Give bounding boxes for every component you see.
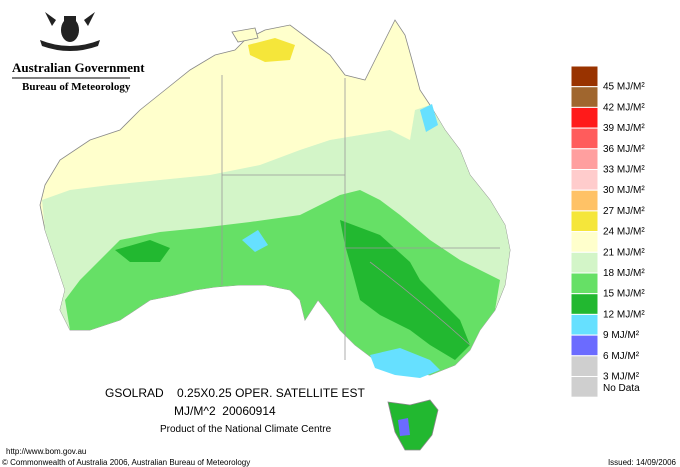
zone-12b (115, 240, 170, 262)
legend-swatch (570, 127, 599, 150)
legend-label: 45 MJ/M² (603, 82, 645, 93)
caption-line: GSOLRAD 0.25X0.25 OPER. SATELLITE EST (105, 386, 366, 400)
zone-6 (398, 418, 410, 436)
legend-label: No Data (603, 383, 640, 394)
zone-9b (242, 230, 268, 252)
footer-url[interactable]: http://www.bom.gov.au (6, 447, 86, 456)
legend-swatch (570, 376, 599, 398)
legend-label: 21 MJ/M² (603, 247, 645, 258)
caption-line: Product of the National Climate Centre (160, 424, 332, 435)
org-title: Australian Government (12, 60, 145, 75)
tasmania (387, 399, 439, 451)
legend-swatch (570, 189, 599, 212)
legend-label: 30 MJ/M² (603, 185, 645, 196)
zone-9 (370, 348, 440, 378)
footer-issued: Issued: 14/09/2006 (608, 458, 677, 467)
legend-swatch (570, 251, 599, 274)
legend-label: 12 MJ/M² (603, 309, 645, 320)
legend-label: 42 MJ/M² (603, 102, 645, 113)
org-subtitle: Bureau of Meteorology (22, 81, 131, 93)
legend-label: 9 MJ/M² (603, 330, 640, 341)
legend-swatch (570, 334, 599, 357)
zone-12 (340, 220, 470, 360)
legend-swatch (570, 355, 599, 377)
legend-label: 33 MJ/M² (603, 165, 645, 176)
footer-copyright: © Commonwealth of Australia 2006, Austra… (2, 458, 250, 467)
zone-9c (420, 104, 438, 132)
legend-label: 27 MJ/M² (603, 206, 645, 217)
zone-15 (65, 190, 500, 375)
legend-label: 6 MJ/M² (603, 351, 640, 362)
legend-label: 36 MJ/M² (603, 144, 645, 155)
caption-line: MJ/M^2 20060914 (174, 404, 276, 418)
legend-label: 24 MJ/M² (603, 227, 645, 238)
legend-swatch (570, 148, 599, 171)
legend-swatch (570, 272, 599, 295)
legend-label: 3 MJ/M² (603, 372, 640, 383)
legend-label: 18 MJ/M² (603, 268, 645, 279)
legend: 45 MJ/M² 42 MJ/M² 39 MJ/M² 36 MJ/M² 33 MJ/M²… (570, 65, 645, 398)
legend-swatch (570, 313, 599, 336)
legend-swatch (570, 210, 599, 233)
legend-swatch (570, 86, 599, 108)
legend-swatch (570, 169, 599, 191)
map (39, 19, 511, 451)
legend-swatch (570, 65, 599, 88)
legend-label: 39 MJ/M² (603, 123, 645, 134)
legend-swatch (570, 293, 599, 315)
legend-label: 15 MJ/M² (603, 289, 645, 300)
legend-swatch (570, 106, 599, 129)
melville-island (231, 27, 259, 43)
state-borders (221, 75, 500, 360)
legend-swatch (570, 231, 599, 253)
crest (40, 12, 100, 51)
zone-24 (248, 38, 295, 62)
